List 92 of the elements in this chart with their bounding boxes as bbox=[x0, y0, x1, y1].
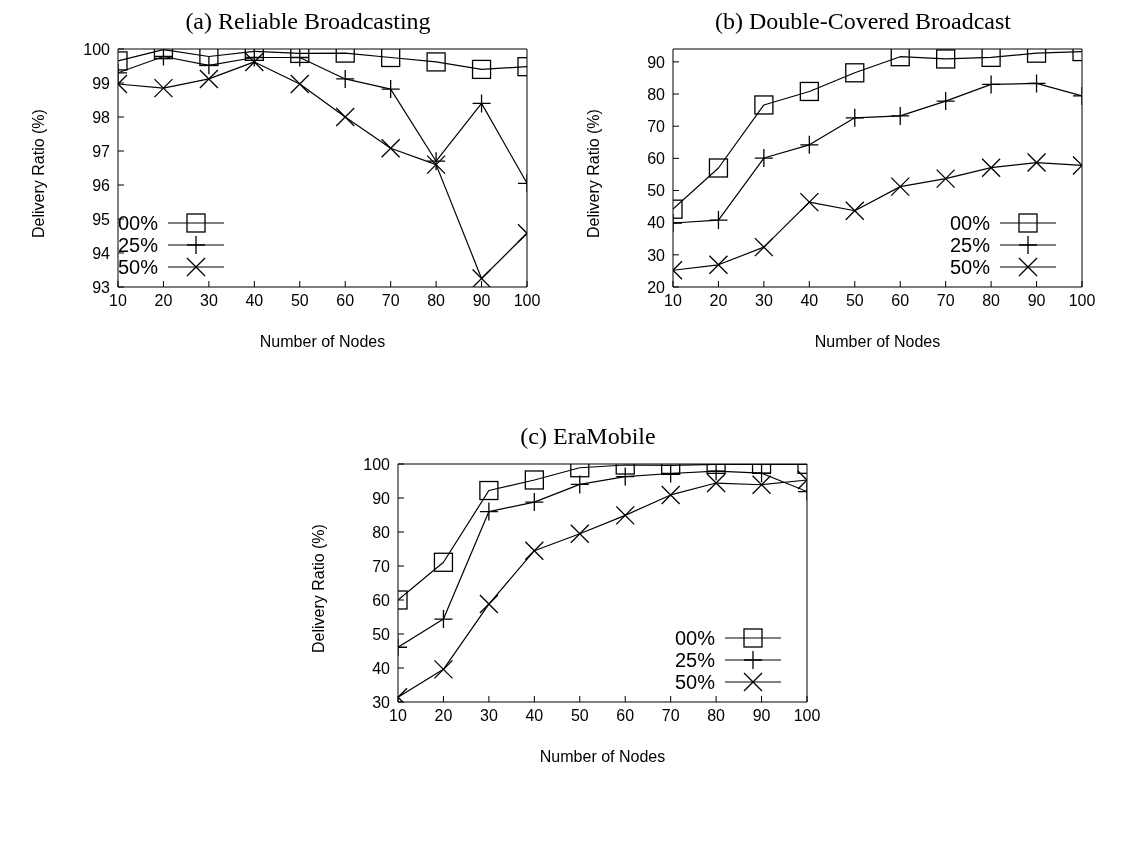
x-tick-label: 70 bbox=[661, 707, 680, 725]
y-tick-label: 100 bbox=[363, 455, 391, 473]
y-tick-label: 40 bbox=[372, 659, 391, 677]
point bbox=[708, 255, 729, 275]
point bbox=[799, 192, 819, 212]
y-tick-label: 60 bbox=[372, 591, 391, 609]
y-tick-label: 96 bbox=[92, 176, 111, 194]
y-tick-label: 50 bbox=[647, 182, 666, 200]
legend-label: 25% bbox=[118, 233, 160, 257]
x-tick-label: 80 bbox=[427, 292, 446, 310]
y-axis-title: Delivery Ratio (%) bbox=[29, 109, 47, 238]
y-tick-label: 30 bbox=[647, 246, 666, 264]
point bbox=[890, 177, 910, 197]
legend-label: 25% bbox=[675, 648, 717, 672]
point bbox=[570, 524, 590, 544]
x-tick-label: 100 bbox=[513, 292, 541, 310]
y-tick-label: 70 bbox=[372, 557, 391, 575]
legend-label: 00% bbox=[118, 211, 160, 235]
y-axis-title: Delivery Ratio (%) bbox=[309, 524, 327, 653]
point bbox=[754, 95, 774, 115]
x-tick-label: 30 bbox=[479, 707, 498, 725]
x-tick-label: 30 bbox=[754, 292, 773, 310]
y-tick-label: 99 bbox=[92, 74, 111, 92]
point bbox=[845, 63, 865, 83]
point bbox=[479, 480, 499, 501]
x-tick-label: 90 bbox=[472, 292, 491, 310]
x-tick-label: 40 bbox=[525, 707, 544, 725]
legend-label: 50% bbox=[118, 255, 160, 279]
point bbox=[708, 158, 729, 178]
y-tick-label: 70 bbox=[647, 117, 666, 135]
x-tick-label: 60 bbox=[616, 707, 635, 725]
x-tick-label: 20 bbox=[434, 707, 453, 725]
x-tick-label: 10 bbox=[664, 292, 682, 310]
y-axis-title: Delivery Ratio (%) bbox=[584, 109, 602, 238]
y-tick-label: 90 bbox=[372, 489, 391, 507]
x-tick-label: 20 bbox=[154, 292, 173, 310]
point bbox=[153, 78, 174, 98]
x-tick-label: 50 bbox=[845, 292, 864, 310]
x-tick-label: 50 bbox=[570, 707, 589, 725]
x-axis-title: Number of Nodes bbox=[814, 333, 941, 350]
y-tick-label: 97 bbox=[92, 142, 111, 160]
x-tick-label: 10 bbox=[109, 292, 127, 310]
chart-title: (c) EraMobile bbox=[519, 423, 657, 451]
point bbox=[433, 552, 454, 572]
point bbox=[524, 541, 544, 561]
point bbox=[661, 485, 681, 505]
y-tick-label: 60 bbox=[647, 150, 666, 168]
legend-label: 00% bbox=[950, 211, 992, 235]
y-tick-label: 80 bbox=[372, 523, 391, 541]
x-tick-label: 80 bbox=[707, 707, 726, 725]
point bbox=[845, 201, 865, 221]
point bbox=[471, 59, 492, 80]
x-tick-label: 50 bbox=[290, 292, 309, 310]
y-tick-label: 50 bbox=[372, 625, 391, 643]
point bbox=[524, 470, 544, 490]
chart-title: (b) Double-Covered Broadcast bbox=[714, 8, 1012, 36]
y-tick-label: 20 bbox=[647, 278, 666, 296]
chart-title: (a) Reliable Broadcasting bbox=[184, 8, 432, 36]
y-tick-label: 94 bbox=[92, 244, 111, 262]
point bbox=[381, 49, 401, 68]
legend-label: 50% bbox=[675, 670, 717, 694]
x-tick-label: 100 bbox=[1068, 292, 1096, 310]
point bbox=[381, 138, 401, 158]
point bbox=[426, 52, 446, 72]
x-tick-label: 30 bbox=[199, 292, 218, 310]
x-tick-label: 40 bbox=[800, 292, 819, 310]
y-tick-label: 40 bbox=[647, 214, 666, 232]
y-tick-label: 80 bbox=[647, 85, 666, 103]
point bbox=[799, 81, 819, 102]
x-tick-label: 40 bbox=[245, 292, 264, 310]
x-axis-title: Number of Nodes bbox=[259, 333, 386, 350]
y-tick-label: 93 bbox=[92, 278, 111, 296]
y-tick-label: 90 bbox=[647, 53, 666, 71]
x-tick-label: 80 bbox=[982, 292, 1001, 310]
legend-label: 25% bbox=[950, 233, 992, 257]
x-tick-label: 20 bbox=[709, 292, 728, 310]
x-tick-label: 60 bbox=[336, 292, 355, 310]
x-tick-label: 90 bbox=[1027, 292, 1046, 310]
x-tick-label: 60 bbox=[891, 292, 910, 310]
x-tick-label: 100 bbox=[793, 707, 821, 725]
x-axis-title: Number of Nodes bbox=[539, 748, 666, 765]
legend-label: 00% bbox=[675, 626, 717, 650]
point bbox=[981, 158, 1001, 178]
legend-label: 50% bbox=[950, 255, 992, 279]
x-tick-label: 70 bbox=[936, 292, 955, 310]
point bbox=[936, 49, 956, 69]
y-tick-label: 98 bbox=[92, 108, 111, 126]
x-tick-label: 90 bbox=[752, 707, 771, 725]
y-tick-label: 100 bbox=[83, 40, 111, 58]
y-tick-label: 95 bbox=[92, 210, 111, 228]
x-tick-label: 10 bbox=[389, 707, 407, 725]
y-tick-label: 30 bbox=[372, 693, 391, 711]
